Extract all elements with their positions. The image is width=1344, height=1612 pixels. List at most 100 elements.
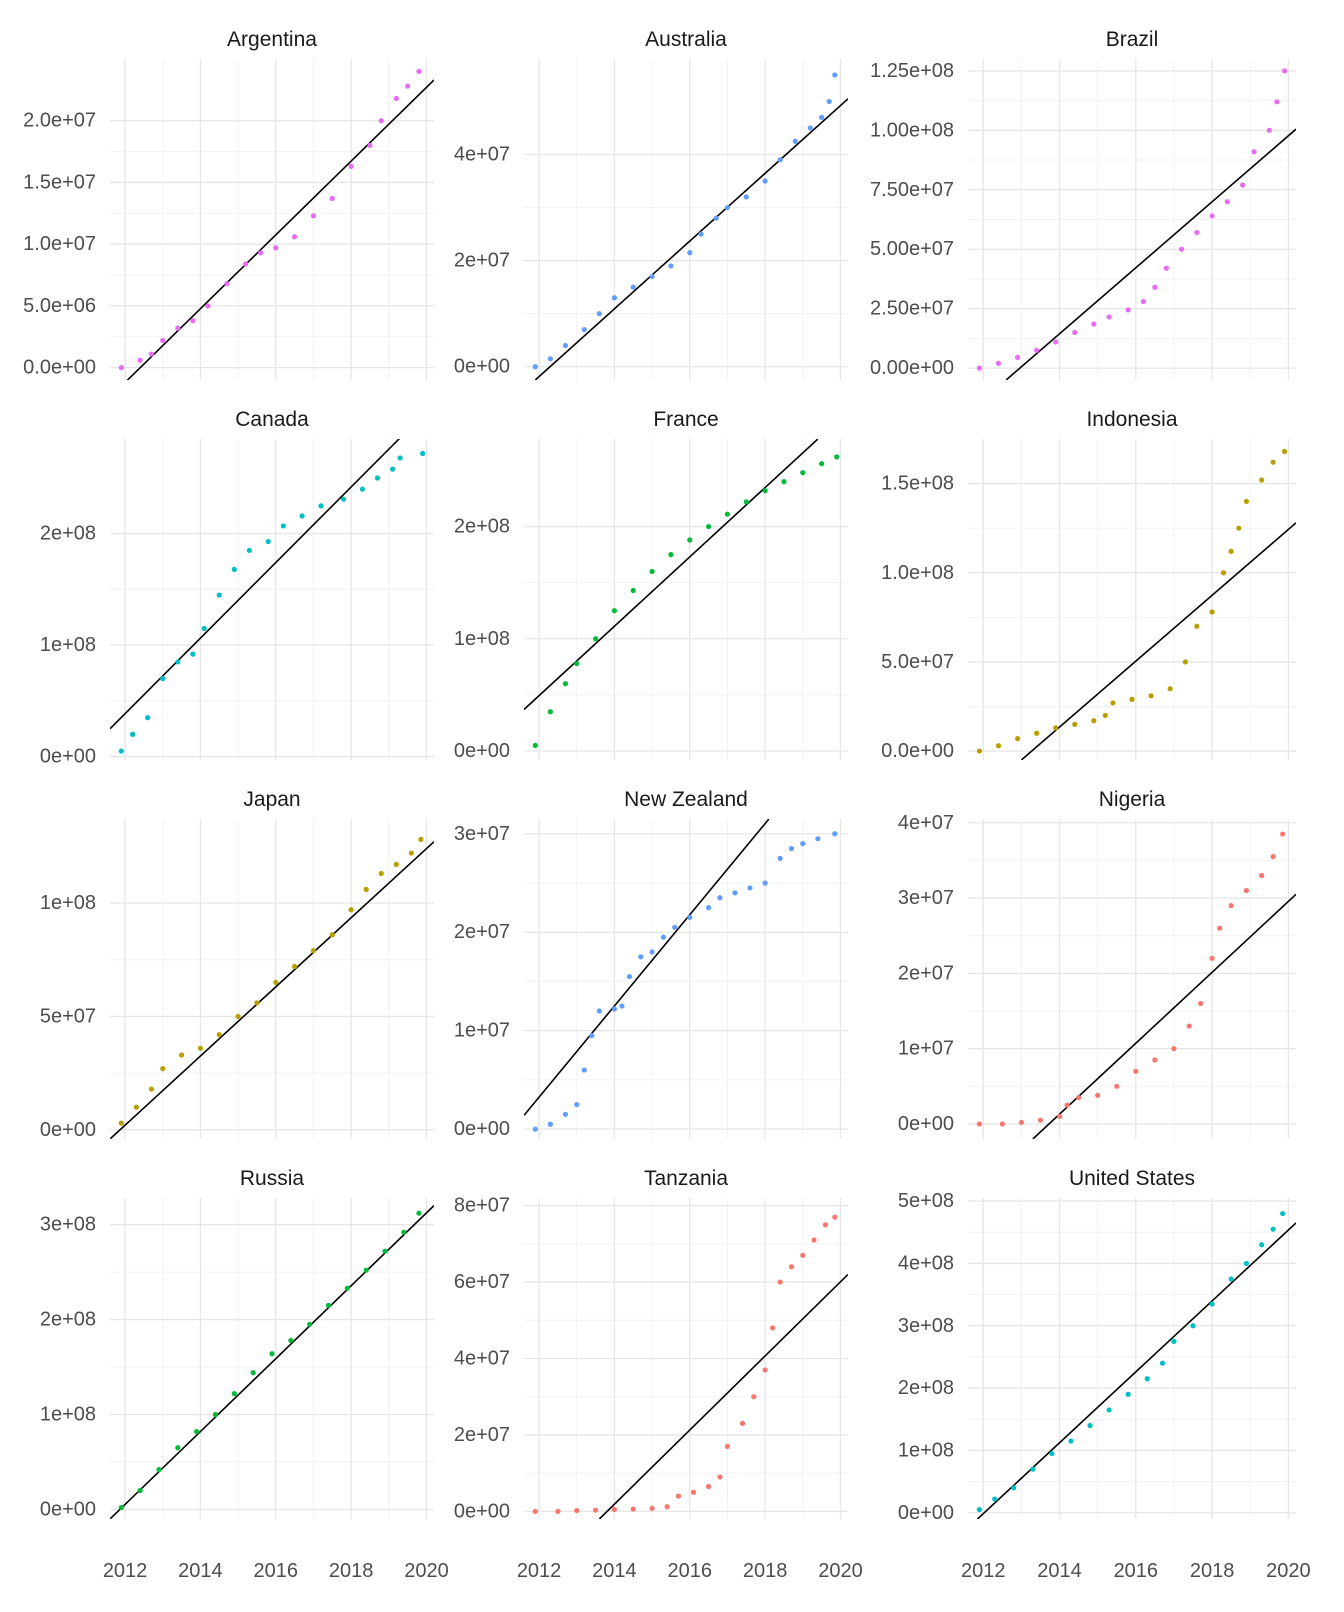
data-point — [800, 841, 806, 847]
y-tick-label: 1e+08 — [898, 1439, 954, 1461]
y-tick-label: 6e+07 — [454, 1271, 510, 1293]
data-point — [1198, 1000, 1204, 1007]
data-point — [175, 325, 181, 331]
data-point — [781, 479, 787, 485]
data-point — [630, 284, 636, 290]
data-point — [1095, 1092, 1101, 1098]
data-point — [976, 1507, 983, 1513]
data-point — [378, 870, 384, 877]
data-point — [1102, 712, 1108, 719]
y-tick-label: 2.0e+07 — [23, 110, 96, 132]
data-point — [532, 364, 538, 370]
data-point — [250, 1370, 256, 1376]
data-point — [1274, 99, 1280, 105]
data-point — [269, 1351, 275, 1357]
data-point — [630, 587, 636, 594]
data-point — [243, 261, 249, 267]
y-tick-label: 4e+07 — [454, 144, 510, 166]
data-point — [777, 157, 783, 163]
data-point — [205, 303, 211, 309]
data-point — [762, 880, 768, 886]
data-point — [224, 281, 230, 287]
y-tick-label: 1.0e+08 — [881, 562, 954, 584]
y-tick-label: 2e+08 — [40, 523, 96, 545]
y-tick-label: 0.00e+00 — [870, 357, 954, 379]
data-point — [770, 1325, 776, 1331]
data-point — [1240, 182, 1246, 188]
data-point — [649, 1505, 655, 1511]
data-point — [318, 503, 324, 509]
data-point — [995, 743, 1002, 749]
y-tick-label: 1e+08 — [40, 634, 96, 656]
y-tick-label: 5e+08 — [898, 1190, 954, 1212]
data-point — [160, 337, 166, 344]
data-point — [717, 1474, 723, 1480]
x-tick-label: 2014 — [592, 1560, 637, 1582]
data-point — [1148, 693, 1154, 699]
data-point — [1182, 659, 1188, 665]
data-point — [1266, 127, 1272, 133]
panel-title: Australia — [645, 28, 727, 51]
x-tick-label: 2014 — [178, 1560, 223, 1582]
x-tick-label: 2012 — [103, 1560, 148, 1582]
data-point — [307, 1321, 313, 1327]
data-point — [1186, 1023, 1192, 1029]
data-point — [672, 924, 678, 930]
y-tick-label: 0e+00 — [898, 1113, 954, 1135]
data-point — [581, 1067, 587, 1073]
data-point — [698, 231, 704, 237]
data-point — [382, 1248, 388, 1254]
y-tick-label: 1e+08 — [40, 892, 96, 914]
data-point — [1133, 1068, 1139, 1074]
data-point — [532, 1508, 538, 1514]
data-point — [1068, 1438, 1074, 1444]
data-point — [596, 311, 602, 317]
data-point — [1056, 1113, 1063, 1120]
data-point — [687, 914, 693, 921]
data-point — [762, 178, 768, 184]
data-point — [1259, 872, 1265, 879]
data-point — [1194, 229, 1200, 236]
panel-grid — [524, 59, 848, 380]
data-point — [822, 1222, 828, 1228]
data-point — [687, 250, 693, 256]
data-point — [1011, 1485, 1017, 1491]
data-point — [397, 455, 403, 461]
y-tick-label: 8e+07 — [454, 1195, 510, 1217]
y-tick-label: 1e+08 — [40, 1404, 96, 1426]
panel-grid — [110, 819, 434, 1139]
data-point — [194, 1429, 200, 1435]
data-point — [811, 1237, 817, 1243]
data-point — [148, 351, 155, 357]
data-point — [156, 1467, 162, 1473]
data-point — [1053, 339, 1059, 345]
data-point — [788, 845, 795, 852]
y-tick-label: 4e+08 — [898, 1252, 954, 1274]
y-tick-label: 0.0e+00 — [23, 357, 96, 379]
data-point — [1159, 1360, 1166, 1366]
data-point — [148, 1086, 155, 1092]
data-point — [231, 566, 237, 573]
data-point — [1209, 213, 1215, 219]
data-point — [118, 1505, 124, 1511]
data-point — [393, 95, 399, 102]
panel-argentina: 0.0e+00 5.0e+06 1.0e+07 1.5e+07 2.0e+07 Argen… — [23, 28, 434, 380]
data-point — [589, 1033, 595, 1039]
y-tick-label: 1.5e+07 — [23, 171, 96, 193]
data-point — [1178, 246, 1185, 252]
data-point — [532, 742, 538, 749]
data-point — [145, 715, 151, 721]
data-point — [212, 1411, 219, 1418]
data-point — [976, 1121, 983, 1127]
y-tick-label: 1.0e+07 — [23, 233, 96, 255]
data-point — [405, 83, 411, 89]
data-point — [611, 295, 618, 301]
x-tick-label: 2018 — [329, 1560, 374, 1582]
trend-line — [1020, 522, 1296, 760]
panel-grid — [524, 1198, 848, 1519]
data-point — [1217, 925, 1223, 931]
data-point — [706, 523, 712, 530]
data-point — [1091, 718, 1097, 724]
panel-title: Brazil — [1106, 28, 1159, 51]
trend-line — [598, 1273, 848, 1519]
